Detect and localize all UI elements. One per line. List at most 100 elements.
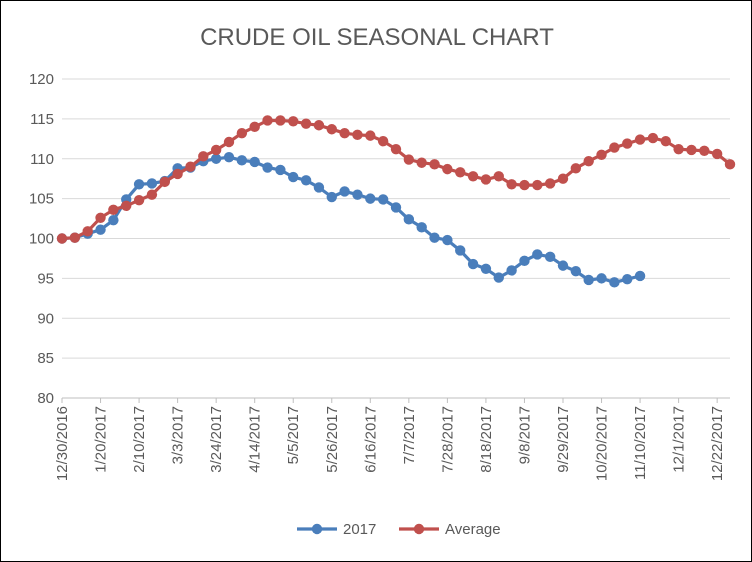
data-point (249, 156, 260, 168)
x-tick-label: 6/16/2017 (362, 406, 379, 473)
y-tick-labels: 80 85 90 95 100 105 110 115 120 (29, 71, 54, 407)
data-point (596, 273, 607, 284)
data-point (570, 163, 582, 174)
data-point (365, 130, 376, 141)
x-tick-label: 3/24/2017 (208, 406, 225, 473)
data-point (480, 174, 492, 185)
data-point (288, 116, 299, 127)
data-point (557, 173, 569, 184)
data-point (223, 136, 235, 148)
data-point (532, 179, 543, 191)
data-point (236, 128, 248, 139)
data-point (403, 214, 415, 225)
data-point (288, 171, 299, 183)
series-line (61, 155, 641, 284)
data-point (146, 178, 158, 189)
data-point (146, 189, 158, 200)
y-tick-label: 90 (37, 310, 54, 327)
data-point (634, 134, 646, 145)
data-point (429, 232, 440, 243)
data-point (300, 118, 312, 129)
y-tick-label: 100 (29, 231, 54, 248)
chart-title: CRUDE OIL SEASONAL CHART (200, 24, 554, 51)
data-point (223, 151, 235, 163)
x-tick-label: 4/14/2017 (247, 406, 264, 473)
data-point (390, 202, 402, 213)
data-point (377, 194, 389, 205)
x-tick-label: 12/30/2016 (54, 406, 71, 481)
data-point (467, 258, 479, 270)
data-point (596, 149, 607, 160)
data-point (609, 277, 620, 288)
data-point (544, 251, 556, 263)
data-point (493, 171, 504, 182)
legend-label: 2017 (343, 521, 376, 538)
data-point (686, 144, 697, 156)
x-tick-label: 8/18/2017 (478, 406, 495, 473)
data-point (198, 151, 209, 162)
data-point (326, 124, 337, 135)
data-point (339, 186, 350, 197)
y-tick-label: 95 (37, 270, 54, 287)
data-point (455, 245, 466, 256)
data-point (339, 128, 350, 139)
data-point (210, 153, 222, 164)
data-point (557, 260, 569, 271)
data-point (647, 132, 659, 144)
data-point (262, 162, 273, 173)
data-point (403, 154, 415, 165)
data-point (390, 143, 402, 155)
data-point (442, 234, 453, 246)
y-tick-label: 80 (37, 390, 54, 407)
y-tick-label: 115 (30, 111, 54, 128)
data-point (622, 138, 633, 149)
x-tick-labels: 12/30/2016 1/20/2017 2/10/2017 3/3/2017 3/24… (54, 398, 726, 481)
data-point (352, 129, 363, 141)
data-point (506, 265, 517, 276)
data-point (442, 163, 453, 175)
legend-marker (413, 523, 425, 535)
data-point (275, 164, 286, 176)
data-point (82, 226, 93, 237)
data-point (622, 273, 633, 285)
data-point (711, 148, 723, 160)
data-point (532, 249, 543, 260)
legend: 2017 Average (297, 521, 501, 538)
series-1 (56, 115, 736, 244)
x-tick-label: 11/10/2017 (632, 406, 649, 480)
data-point (699, 145, 710, 156)
x-tick-label: 3/3/2017 (170, 406, 187, 464)
x-tick-label: 10/20/2017 (594, 406, 611, 481)
data-point (660, 136, 671, 147)
data-point (416, 157, 427, 168)
data-point (185, 161, 196, 172)
legend-item: Average (399, 521, 501, 538)
x-tick-label: 1/20/2017 (93, 406, 110, 473)
data-point (467, 171, 479, 182)
data-point (210, 144, 222, 156)
data-point (352, 189, 363, 200)
x-tick-label: 12/22/2017 (709, 406, 726, 481)
data-point (570, 265, 582, 277)
data-point (634, 270, 646, 282)
y-tick-label: 105 (29, 191, 54, 208)
data-point (544, 178, 556, 189)
data-point (326, 191, 337, 203)
data-point (262, 115, 273, 126)
x-tick-label: 2/10/2017 (131, 406, 148, 473)
x-tick-label: 5/5/2017 (285, 406, 302, 464)
data-point (583, 155, 594, 167)
y-tick-label: 85 (37, 350, 54, 367)
x-tick-label: 7/28/2017 (439, 406, 456, 473)
data-point (609, 142, 620, 153)
data-point (506, 179, 517, 190)
data-point (313, 182, 325, 193)
data-point (724, 159, 736, 170)
x-tick-label: 7/7/2017 (401, 406, 418, 464)
y-tick-label: 120 (29, 71, 54, 88)
data-point (56, 233, 68, 244)
legend-item: 2017 (297, 521, 376, 538)
data-point (519, 179, 530, 191)
data-point (275, 115, 286, 126)
